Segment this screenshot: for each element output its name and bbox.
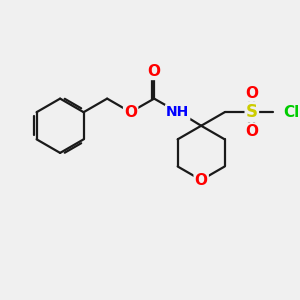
- Text: NH: NH: [166, 105, 189, 119]
- Text: O: O: [245, 86, 258, 101]
- Text: Cl: Cl: [283, 105, 299, 120]
- Text: O: O: [245, 124, 258, 139]
- Text: O: O: [148, 64, 161, 79]
- Text: O: O: [124, 105, 137, 120]
- Text: S: S: [246, 103, 258, 121]
- Text: O: O: [195, 172, 208, 188]
